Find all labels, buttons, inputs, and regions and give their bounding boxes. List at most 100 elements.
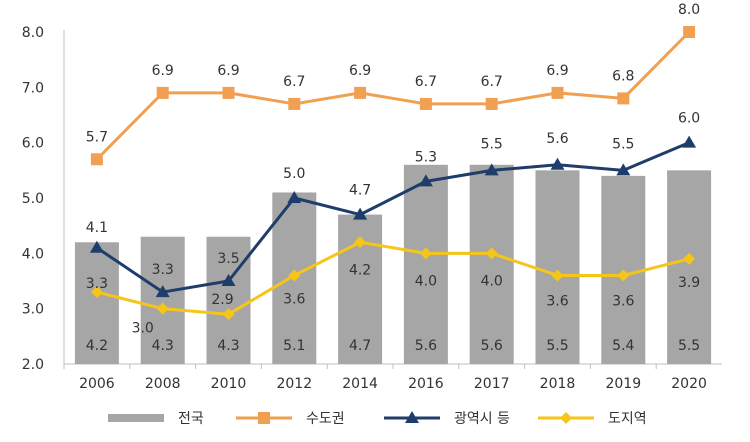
bar-value-label: 5.5 bbox=[546, 338, 568, 354]
point-value-label: 2.9 bbox=[211, 292, 233, 308]
lines bbox=[89, 26, 697, 321]
legend-marker bbox=[405, 411, 419, 423]
series-1-marker bbox=[288, 97, 301, 110]
point-value-label: 8.0 bbox=[678, 2, 700, 18]
point-value-label: 4.7 bbox=[349, 183, 371, 199]
x-tick-label: 2012 bbox=[276, 376, 312, 392]
point-value-label: 5.5 bbox=[481, 136, 503, 152]
series-1-marker bbox=[156, 86, 169, 99]
legend-marker bbox=[560, 412, 572, 424]
bar-value-label: 5.5 bbox=[678, 338, 700, 354]
series-3-marker bbox=[90, 286, 103, 299]
point-value-label: 6.7 bbox=[283, 74, 305, 90]
series-2-marker bbox=[287, 191, 302, 203]
bar-value-label: 4.2 bbox=[86, 338, 108, 354]
series-2-marker bbox=[550, 157, 565, 170]
x-tick-label: 2018 bbox=[540, 376, 576, 392]
point-value-label: 3.9 bbox=[678, 275, 700, 291]
point-value-label: 3.0 bbox=[132, 321, 154, 337]
point-value-label: 5.3 bbox=[415, 149, 437, 165]
series-2-marker bbox=[89, 240, 104, 253]
point-value-label: 3.6 bbox=[612, 293, 634, 309]
point-value-label: 6.8 bbox=[612, 68, 634, 84]
x-tick-label: 2010 bbox=[211, 376, 247, 392]
bar-value-label: 4.3 bbox=[217, 338, 239, 354]
series-3-marker bbox=[288, 269, 301, 282]
legend: 전국 수도권 광역시 등 도지역 bbox=[108, 411, 647, 427]
series-3-marker bbox=[683, 252, 696, 265]
point-value-label: 3.6 bbox=[546, 293, 568, 309]
bar bbox=[206, 236, 251, 364]
point-value-label: 6.9 bbox=[152, 63, 174, 79]
bar-value-label: 5.1 bbox=[283, 338, 305, 354]
data-labels: 4.2 4.3 4.3 5.1 4.7 5.6 5.6 5.5 5.4 5.5 5.7 6.9 6.9 6… bbox=[86, 2, 700, 354]
series-line-2 bbox=[96, 141, 690, 294]
series-1-marker bbox=[90, 153, 103, 166]
bar bbox=[469, 164, 514, 364]
x-tick-label: 2019 bbox=[605, 376, 641, 392]
series-line-1 bbox=[95, 30, 691, 161]
point-value-label: 6.0 bbox=[678, 111, 700, 127]
series-3-marker bbox=[617, 269, 630, 282]
x-tick-label: 2008 bbox=[145, 376, 181, 392]
x-tick-label: 2006 bbox=[79, 376, 115, 392]
x-tick-label: 2014 bbox=[342, 376, 378, 392]
series-2-marker bbox=[682, 135, 697, 148]
series-2-marker bbox=[221, 274, 236, 286]
point-value-label: 3.3 bbox=[86, 276, 108, 292]
legend-swatch-bar bbox=[108, 414, 164, 422]
point-value-label: 4.0 bbox=[415, 273, 437, 289]
point-value-label: 4.1 bbox=[86, 220, 108, 236]
point-value-label: 5.5 bbox=[612, 136, 634, 152]
bar-value-label: 5.4 bbox=[612, 338, 634, 354]
series-2-marker bbox=[353, 207, 368, 220]
y-tick-label: 2.0 bbox=[22, 357, 44, 373]
series-1-marker bbox=[551, 86, 564, 99]
y-tick-label: 5.0 bbox=[22, 191, 44, 207]
series-3-marker bbox=[485, 247, 498, 260]
bars bbox=[74, 164, 712, 364]
series-3-marker bbox=[551, 269, 564, 282]
bar bbox=[140, 236, 185, 364]
point-value-label: 6.7 bbox=[481, 74, 503, 90]
series-1-marker bbox=[683, 26, 696, 38]
point-value-label: 3.5 bbox=[217, 251, 239, 267]
point-value-label: 6.9 bbox=[349, 63, 371, 79]
series-3-marker bbox=[156, 302, 169, 315]
bar-value-label: 4.3 bbox=[152, 338, 174, 354]
bar bbox=[403, 164, 448, 364]
bar-value-label: 4.7 bbox=[349, 338, 371, 354]
legend-label: 광역시 등 bbox=[454, 411, 510, 427]
series-2-marker bbox=[155, 285, 170, 298]
series-3-marker bbox=[354, 236, 367, 249]
point-value-label: 6.9 bbox=[217, 63, 239, 79]
axes: 2.0 3.0 4.0 5.0 6.0 7.0 8.0 2006 2008 2010 2012 201… bbox=[22, 25, 722, 392]
series-1-marker bbox=[617, 92, 630, 105]
y-tick-label: 3.0 bbox=[22, 302, 44, 318]
bar bbox=[74, 242, 119, 364]
series-1-marker bbox=[485, 97, 498, 110]
series-2-marker bbox=[484, 163, 499, 176]
bar-value-label: 5.6 bbox=[481, 338, 503, 354]
series-1-marker bbox=[222, 86, 235, 99]
legend-label: 전국 bbox=[178, 411, 204, 427]
point-value-label: 3.3 bbox=[152, 262, 174, 278]
y-tick-label: 8.0 bbox=[22, 25, 44, 41]
bar-value-label: 5.6 bbox=[415, 338, 437, 354]
point-value-label: 4.2 bbox=[349, 262, 371, 278]
series-3-marker bbox=[222, 308, 235, 321]
point-value-label: 4.0 bbox=[481, 273, 503, 289]
point-value-label: 6.7 bbox=[415, 74, 437, 90]
legend-label: 수도권 bbox=[306, 411, 345, 427]
y-tick-label: 6.0 bbox=[22, 136, 44, 152]
x-tick-label: 2016 bbox=[408, 376, 444, 392]
bar bbox=[667, 170, 712, 364]
bar bbox=[535, 170, 580, 364]
y-tick-label: 4.0 bbox=[22, 246, 44, 262]
point-value-label: 5.6 bbox=[546, 131, 568, 147]
point-value-label: 3.6 bbox=[283, 291, 305, 307]
series-1-marker bbox=[354, 86, 367, 99]
x-tick-label: 2020 bbox=[671, 376, 707, 392]
